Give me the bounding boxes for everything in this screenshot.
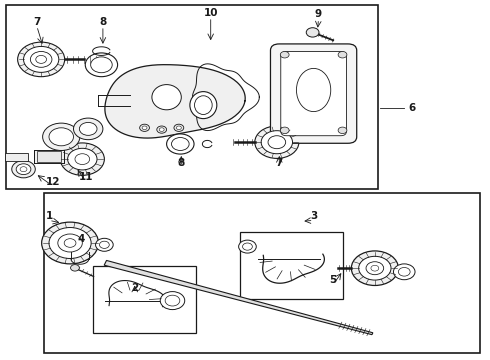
Circle shape [74, 118, 103, 140]
Bar [44, 193, 480, 353]
Text: 11: 11 [78, 172, 93, 182]
Circle shape [79, 122, 97, 135]
FancyBboxPatch shape [281, 51, 346, 136]
Bar [34, 150, 64, 163]
Circle shape [243, 243, 252, 250]
Bar [6, 5, 378, 189]
Circle shape [160, 292, 185, 310]
Circle shape [255, 126, 299, 158]
Text: 4: 4 [77, 234, 85, 244]
Bar [93, 266, 196, 333]
Circle shape [60, 143, 104, 175]
Text: 12: 12 [46, 177, 60, 187]
Circle shape [338, 51, 347, 58]
Circle shape [99, 241, 109, 248]
Circle shape [20, 167, 27, 172]
Circle shape [351, 251, 398, 285]
Circle shape [165, 295, 180, 306]
Text: 8: 8 [99, 17, 106, 27]
Circle shape [18, 42, 65, 77]
Circle shape [176, 126, 181, 130]
Ellipse shape [296, 68, 331, 112]
Circle shape [157, 126, 167, 133]
Circle shape [398, 267, 410, 276]
Text: 7: 7 [33, 17, 41, 27]
Circle shape [359, 256, 391, 280]
Text: 9: 9 [315, 9, 322, 19]
Text: 6: 6 [408, 103, 415, 113]
Circle shape [30, 51, 52, 67]
Circle shape [91, 57, 112, 73]
Circle shape [68, 148, 97, 170]
FancyBboxPatch shape [270, 44, 357, 143]
Ellipse shape [152, 85, 181, 110]
Circle shape [268, 136, 286, 149]
Circle shape [75, 154, 90, 165]
Bar [5, 153, 28, 161]
Circle shape [49, 228, 91, 258]
Text: 10: 10 [203, 8, 218, 18]
Circle shape [24, 46, 59, 72]
Circle shape [142, 126, 147, 130]
Text: 8: 8 [178, 158, 185, 168]
Circle shape [371, 265, 379, 271]
Text: 3: 3 [310, 211, 317, 221]
Circle shape [366, 262, 384, 275]
Circle shape [16, 164, 31, 175]
Circle shape [159, 128, 164, 131]
Circle shape [71, 265, 79, 271]
Circle shape [42, 222, 98, 264]
Polygon shape [104, 260, 373, 335]
Circle shape [12, 161, 35, 178]
Text: 1: 1 [46, 211, 52, 221]
Ellipse shape [195, 96, 212, 114]
Circle shape [172, 138, 189, 150]
Circle shape [140, 124, 149, 131]
Ellipse shape [190, 91, 217, 119]
Circle shape [239, 240, 256, 253]
Circle shape [58, 234, 82, 252]
Circle shape [280, 127, 289, 134]
Circle shape [261, 131, 293, 154]
Polygon shape [105, 65, 245, 138]
Circle shape [36, 55, 47, 63]
Circle shape [174, 124, 184, 131]
Circle shape [393, 264, 415, 280]
Circle shape [64, 239, 76, 247]
Circle shape [96, 238, 113, 251]
Text: 7: 7 [275, 158, 283, 168]
Circle shape [49, 128, 74, 146]
Circle shape [85, 53, 118, 77]
Circle shape [280, 51, 289, 58]
Circle shape [43, 123, 80, 150]
Circle shape [306, 28, 319, 37]
Circle shape [167, 134, 194, 154]
Bar [240, 232, 343, 299]
Text: 5: 5 [330, 275, 337, 285]
Text: 2: 2 [131, 283, 138, 293]
Bar [37, 151, 61, 162]
Circle shape [338, 127, 347, 134]
